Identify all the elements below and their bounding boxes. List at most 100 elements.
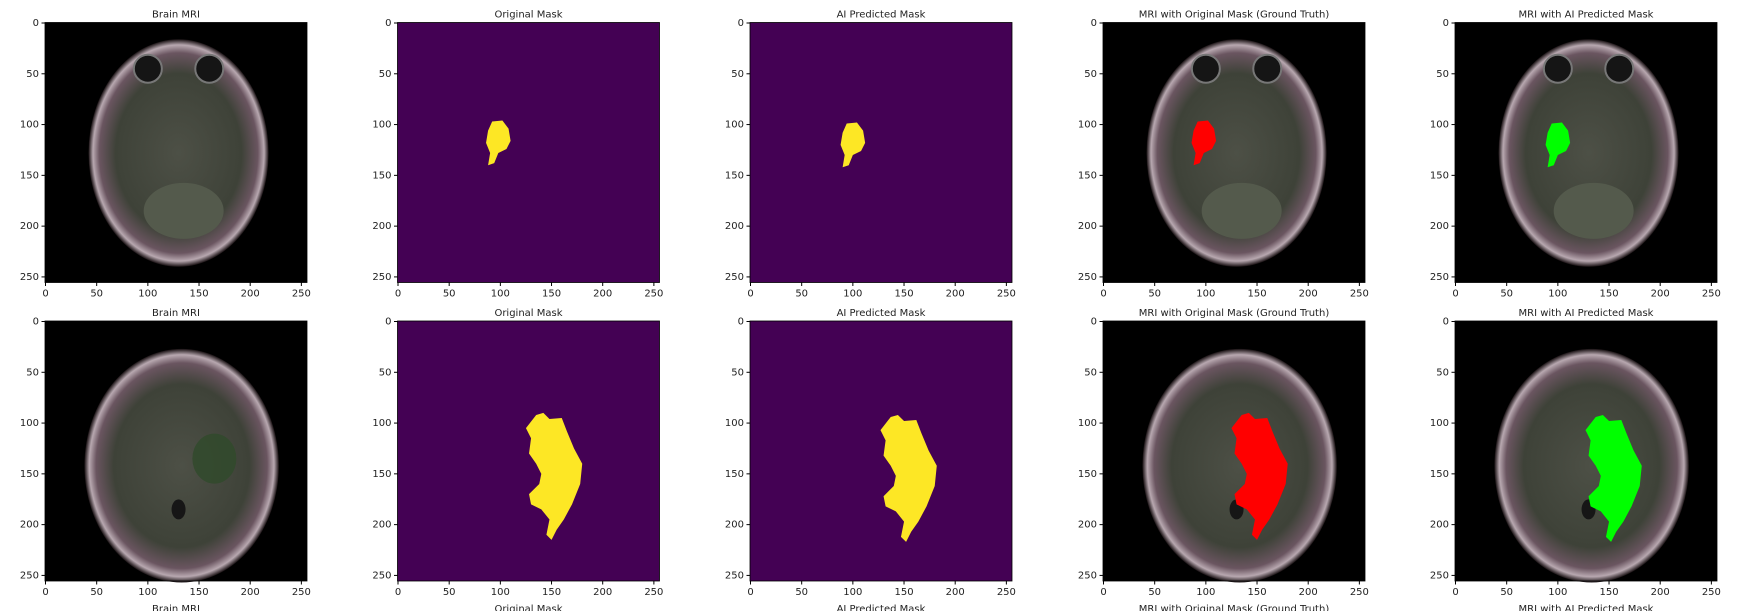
y-tick-label: 100	[1430, 120, 1449, 131]
x-tick-label: 200	[593, 587, 612, 598]
x-tick-label: 150	[542, 587, 561, 598]
x-tick-label: 50	[443, 289, 456, 300]
cerebellum	[1201, 182, 1282, 239]
y-tick-label: 100	[1078, 418, 1097, 429]
axes-frame	[749, 320, 1013, 582]
mask-region	[880, 414, 937, 542]
panel-title: MRI with Original Mask (Ground Truth)	[1139, 10, 1330, 21]
x-tick-label: 250	[997, 289, 1016, 300]
y-tick-label: 150	[372, 469, 391, 480]
y-tick-label: 200	[372, 520, 391, 531]
panel-title: MRI with Original Mask (Ground Truth)	[1139, 604, 1330, 611]
panel-title: MRI with AI Predicted Mask	[1519, 10, 1654, 21]
y-tick-label: 200	[1430, 520, 1449, 531]
y-tick-label: 150	[725, 469, 744, 480]
x-tick-label: 100	[1196, 587, 1215, 598]
panel-title: Brain MRI	[152, 308, 200, 319]
y-tick-label: 50	[1084, 69, 1097, 80]
x-tick-label: 100	[1196, 289, 1215, 300]
y-tick-label: 250	[20, 272, 39, 283]
x-tick-label: 50	[1148, 289, 1161, 300]
y-tick-label: 250	[1430, 272, 1449, 283]
x-tick-label: 200	[241, 587, 260, 598]
x-tick-label: 50	[90, 289, 103, 300]
x-tick-label: 200	[593, 289, 612, 300]
y-tick-label: 200	[1078, 221, 1097, 232]
panel-title: AI Predicted Mask	[837, 604, 926, 611]
y-tick-label: 200	[725, 520, 744, 531]
y-tick-label: 200	[725, 221, 744, 232]
x-tick-label: 150	[189, 289, 208, 300]
y-tick-label: 150	[372, 170, 391, 181]
y-tick-label: 0	[385, 317, 391, 328]
panel-title: MRI with Original Mask (Ground Truth)	[1139, 308, 1330, 319]
y-tick-label: 200	[1078, 520, 1097, 531]
axes-frame	[1102, 22, 1366, 283]
panel-title: MRI with AI Predicted Mask	[1519, 604, 1654, 611]
mask-region	[525, 412, 583, 540]
x-tick-label: 100	[843, 289, 862, 300]
x-tick-label: 100	[491, 587, 510, 598]
image-background	[397, 22, 660, 283]
mask-region	[1191, 120, 1217, 166]
y-tick-label: 50	[1436, 69, 1449, 80]
x-tick-label: 250	[292, 587, 311, 598]
axes-frame	[44, 22, 308, 283]
y-tick-label: 150	[1078, 469, 1097, 480]
x-tick-label: 150	[1599, 587, 1618, 598]
y-tick-label: 50	[731, 69, 744, 80]
y-tick-label: 0	[738, 317, 744, 328]
x-tick-label: 250	[292, 289, 311, 300]
y-tick-label: 0	[33, 317, 39, 328]
y-tick-label: 250	[1078, 272, 1097, 283]
y-tick-label: 150	[1430, 170, 1449, 181]
x-tick-label: 0	[747, 587, 753, 598]
x-tick-label: 200	[241, 289, 260, 300]
x-tick-label: 200	[1651, 289, 1670, 300]
x-tick-label: 50	[795, 289, 808, 300]
x-tick-label: 200	[1299, 587, 1318, 598]
y-tick-label: 50	[731, 367, 744, 378]
x-tick-label: 100	[138, 587, 157, 598]
y-tick-label: 250	[1430, 570, 1449, 581]
y-tick-label: 0	[1091, 317, 1097, 328]
x-tick-label: 200	[946, 587, 965, 598]
y-tick-label: 250	[725, 570, 744, 581]
panel-title: Original Mask	[494, 308, 562, 319]
y-tick-label: 100	[1078, 120, 1097, 131]
brain-scan	[84, 348, 279, 583]
x-tick-label: 250	[1350, 289, 1369, 300]
panel-title: Original Mask	[494, 10, 562, 21]
panel-title: Brain MRI	[152, 604, 200, 611]
axes-frame	[749, 22, 1013, 283]
x-tick-label: 100	[1548, 289, 1567, 300]
y-tick-label: 200	[372, 221, 391, 232]
y-tick-label: 0	[33, 18, 39, 29]
x-tick-label: 50	[1500, 289, 1513, 300]
y-tick-label: 150	[1078, 170, 1097, 181]
cerebellum	[143, 182, 224, 239]
y-tick-label: 250	[20, 570, 39, 581]
y-tick-label: 250	[725, 272, 744, 283]
panel-title: AI Predicted Mask	[837, 10, 926, 21]
x-tick-label: 250	[644, 587, 663, 598]
y-tick-label: 200	[20, 520, 39, 531]
x-tick-label: 200	[946, 289, 965, 300]
image-background	[397, 321, 660, 581]
x-tick-label: 150	[894, 587, 913, 598]
x-tick-label: 50	[795, 587, 808, 598]
mask-region	[840, 122, 866, 168]
x-tick-label: 100	[491, 289, 510, 300]
y-tick-label: 150	[20, 469, 39, 480]
y-tick-label: 100	[725, 418, 744, 429]
eye	[1252, 53, 1283, 84]
y-tick-label: 100	[20, 120, 39, 131]
y-tick-label: 150	[725, 170, 744, 181]
y-tick-label: 100	[372, 418, 391, 429]
x-tick-label: 150	[1247, 289, 1266, 300]
eye	[194, 53, 225, 84]
x-tick-label: 250	[644, 289, 663, 300]
x-tick-label: 0	[1452, 587, 1458, 598]
y-tick-label: 0	[738, 18, 744, 29]
y-tick-label: 100	[20, 418, 39, 429]
